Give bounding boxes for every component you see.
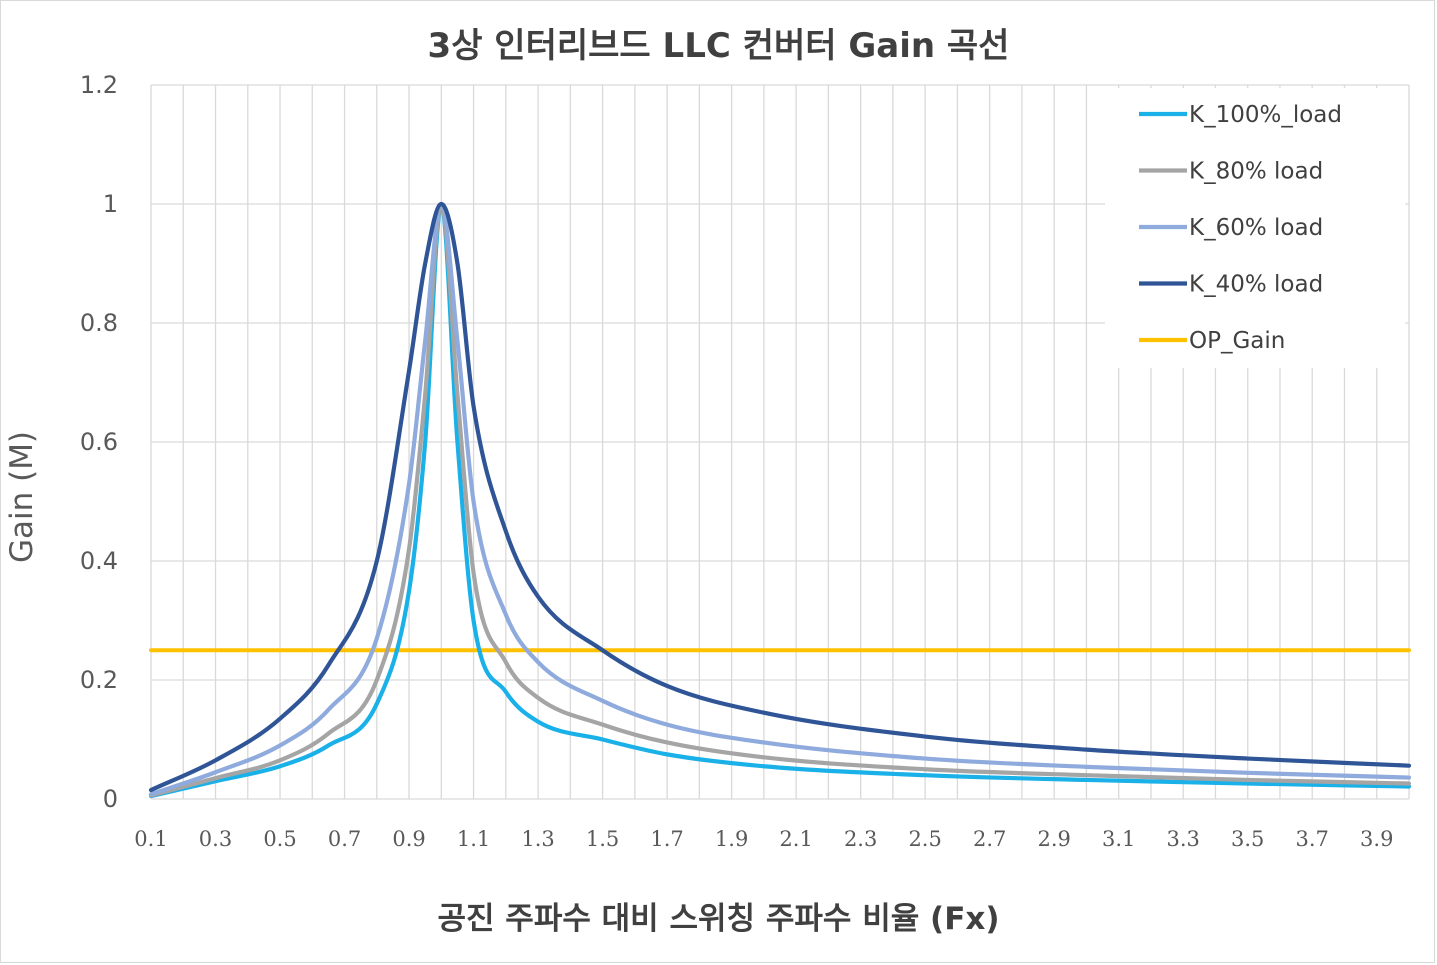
x-tick-label: 1.3 (521, 827, 554, 851)
x-tick-label: 2.7 (973, 827, 1006, 851)
legend-label: K_80% load (1189, 159, 1323, 185)
x-tick-label: 0.3 (199, 827, 232, 851)
x-tick-label: 3.7 (1296, 827, 1329, 851)
series-lines (148, 201, 1412, 799)
grid-lines (150, 84, 1410, 800)
x-tick-label: 1.7 (650, 827, 683, 851)
x-tick-label: 2.5 (908, 827, 941, 851)
x-tick-label: 1.5 (586, 827, 619, 851)
y-tick-label: 0.2 (80, 666, 118, 694)
y-tick-label: 0.8 (80, 309, 118, 337)
legend-label: K_100%_load (1189, 102, 1342, 128)
x-tick-label: 1.1 (457, 827, 490, 851)
x-tick-label: 3.9 (1360, 827, 1393, 851)
series-line-k-100-load (148, 201, 1412, 799)
legend: K_100%_load K_80% load K_60% load K_40% loa… (1105, 88, 1405, 368)
legend-label: K_60% load (1189, 215, 1323, 241)
x-tick-label: 0.5 (263, 827, 296, 851)
y-tick-label: 0 (103, 785, 118, 813)
legend-label: K_40% load (1189, 272, 1323, 298)
x-tick-label: 2.3 (844, 827, 877, 851)
x-tick-label: 0.7 (328, 827, 361, 851)
series-line-k-80-load (148, 201, 1412, 798)
y-tick-label: 1 (103, 190, 118, 218)
x-tick-label: 2.9 (1037, 827, 1070, 851)
chart-title: 3상 인터리브드 LLC 컨버터 Gain 곡선 (427, 26, 1010, 66)
x-tick-label: 0.1 (134, 827, 167, 851)
series-line-k-60-load (148, 201, 1412, 797)
x-tick-label: 2.1 (779, 827, 812, 851)
y-tick-label: 0.4 (80, 547, 118, 575)
x-tick-label: 3.5 (1231, 827, 1264, 851)
legend-label: OP_Gain (1189, 328, 1285, 354)
y-tick-labels: 0 0.2 0.4 0.6 0.8 1 1.2 (80, 71, 118, 813)
x-axis-label: 공진 주파수 대비 스위칭 주파수 비율 (Fx) (437, 901, 1000, 937)
y-tick-label: 0.6 (80, 428, 118, 456)
series-line-k-40-load (148, 201, 1412, 793)
x-tick-label: 3.3 (1167, 827, 1200, 851)
x-tick-label: 1.9 (715, 827, 748, 851)
y-tick-label: 1.2 (80, 71, 118, 99)
x-tick-labels: 0.1 0.3 0.5 0.7 0.9 1.1 1.3 1.5 1.7 1.9 2.1 2.3 2.5 2… (134, 827, 1393, 851)
x-tick-label: 0.9 (392, 827, 425, 851)
x-tick-label: 3.1 (1102, 827, 1135, 851)
